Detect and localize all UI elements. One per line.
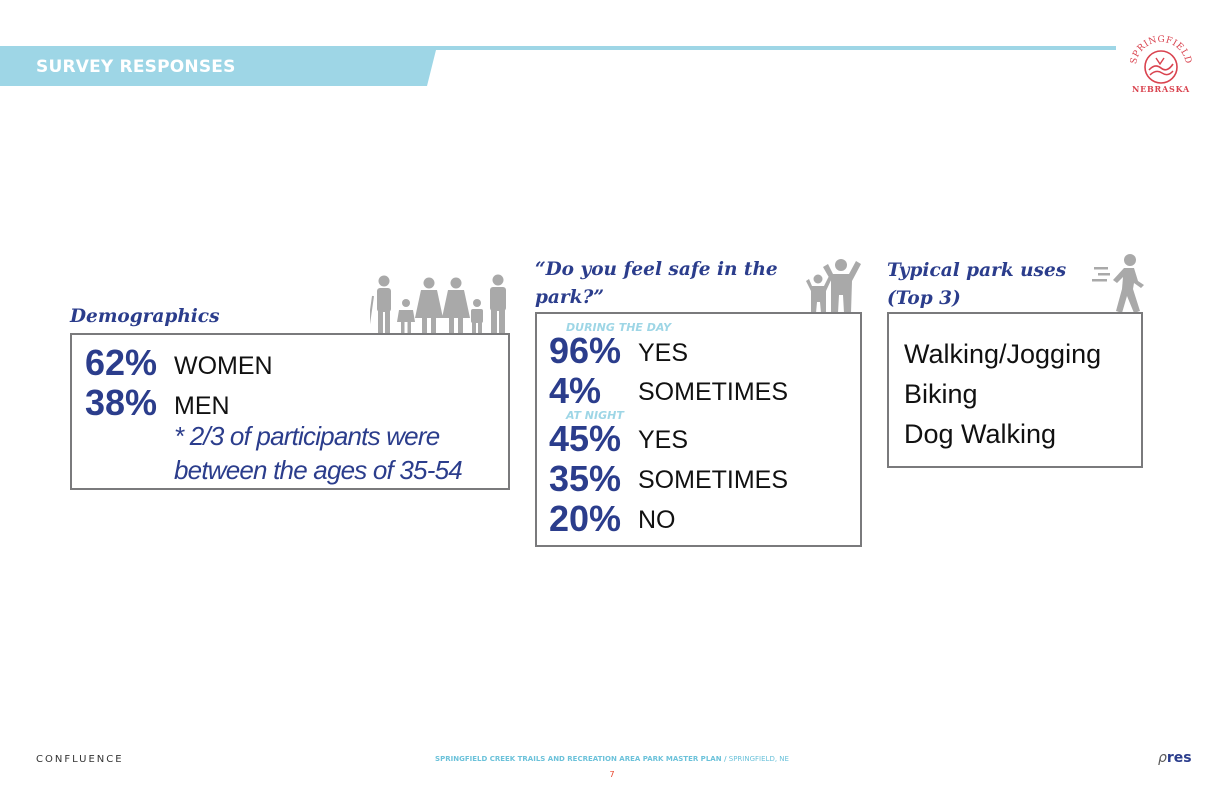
use-item-2: Biking <box>904 379 978 409</box>
uses-heading-line1: Typical park uses <box>887 260 1067 281</box>
night-yes-label: YES <box>638 426 689 454</box>
logo-bottom-text: NEBRASKA <box>1132 84 1190 94</box>
night-subheading: AT NIGHT <box>566 409 624 422</box>
women-percent: 62% <box>85 342 158 383</box>
night-yes-percent: 45% <box>549 418 622 459</box>
uses-box: Walking/Jogging Biking Dog Walking <box>887 312 1143 468</box>
age-note-line2: between the ages of 35-54 <box>174 455 463 485</box>
men-percent: 38% <box>85 382 158 423</box>
day-sometimes-label: SOMETIMES <box>638 378 789 406</box>
cheering-people-icon <box>806 259 861 313</box>
night-sometimes-label: SOMETIMES <box>638 466 789 494</box>
use-item-3: Dog Walking <box>904 419 1057 449</box>
walking-person-icon <box>1092 254 1144 313</box>
day-yes-label: YES <box>638 339 689 367</box>
safety-heading-line1: “Do you feel safe in the <box>535 259 778 280</box>
springfield-logo: SPRINGFIELD NEBRASKA <box>1129 35 1193 94</box>
uses-heading-line2: (Top 3) <box>887 288 961 309</box>
family-icon <box>370 274 506 333</box>
page-title: SURVEY RESPONSES <box>36 57 236 77</box>
res-logo: ρres <box>1158 750 1192 766</box>
res-logo-text: res <box>1166 750 1192 766</box>
women-label: WOMEN <box>174 352 273 380</box>
day-yes-percent: 96% <box>549 330 622 371</box>
night-sometimes-percent: 35% <box>549 458 622 499</box>
day-sometimes-percent: 4% <box>549 370 602 411</box>
men-label: MEN <box>174 392 230 420</box>
day-subheading: DURING THE DAY <box>566 321 672 334</box>
footer-plan-name: SPRINGFIELD CREEK TRAILS AND RECREATION … <box>435 755 727 763</box>
footer-plan-title: SPRINGFIELD CREEK TRAILS AND RECREATION … <box>0 755 1224 763</box>
night-no-percent: 20% <box>549 498 622 539</box>
safety-heading-line2: park?” <box>535 287 604 308</box>
footer-place: SPRINGFIELD, NE <box>726 755 789 763</box>
logo-top-text: SPRINGFIELD <box>1129 35 1192 65</box>
demographics-box: 62% WOMEN 38% MEN * 2/3 of participants … <box>70 333 510 490</box>
header-rule <box>0 46 1116 50</box>
svg-text:SPRINGFIELD: SPRINGFIELD <box>1129 35 1193 65</box>
page-number: 7 <box>609 770 615 779</box>
demographics-heading: Demographics <box>70 306 220 327</box>
age-note-line1: * 2/3 of participants were <box>174 421 440 451</box>
night-no-label: NO <box>638 506 676 534</box>
header-band <box>0 50 436 86</box>
use-item-1: Walking/Jogging <box>904 339 1102 369</box>
safety-box: DURING THE DAY 96% YES 4% SOMETIMES AT N… <box>535 312 862 547</box>
res-logo-mark: ρ <box>1158 750 1167 766</box>
confluence-logo: CONFLUENCE <box>36 754 124 765</box>
